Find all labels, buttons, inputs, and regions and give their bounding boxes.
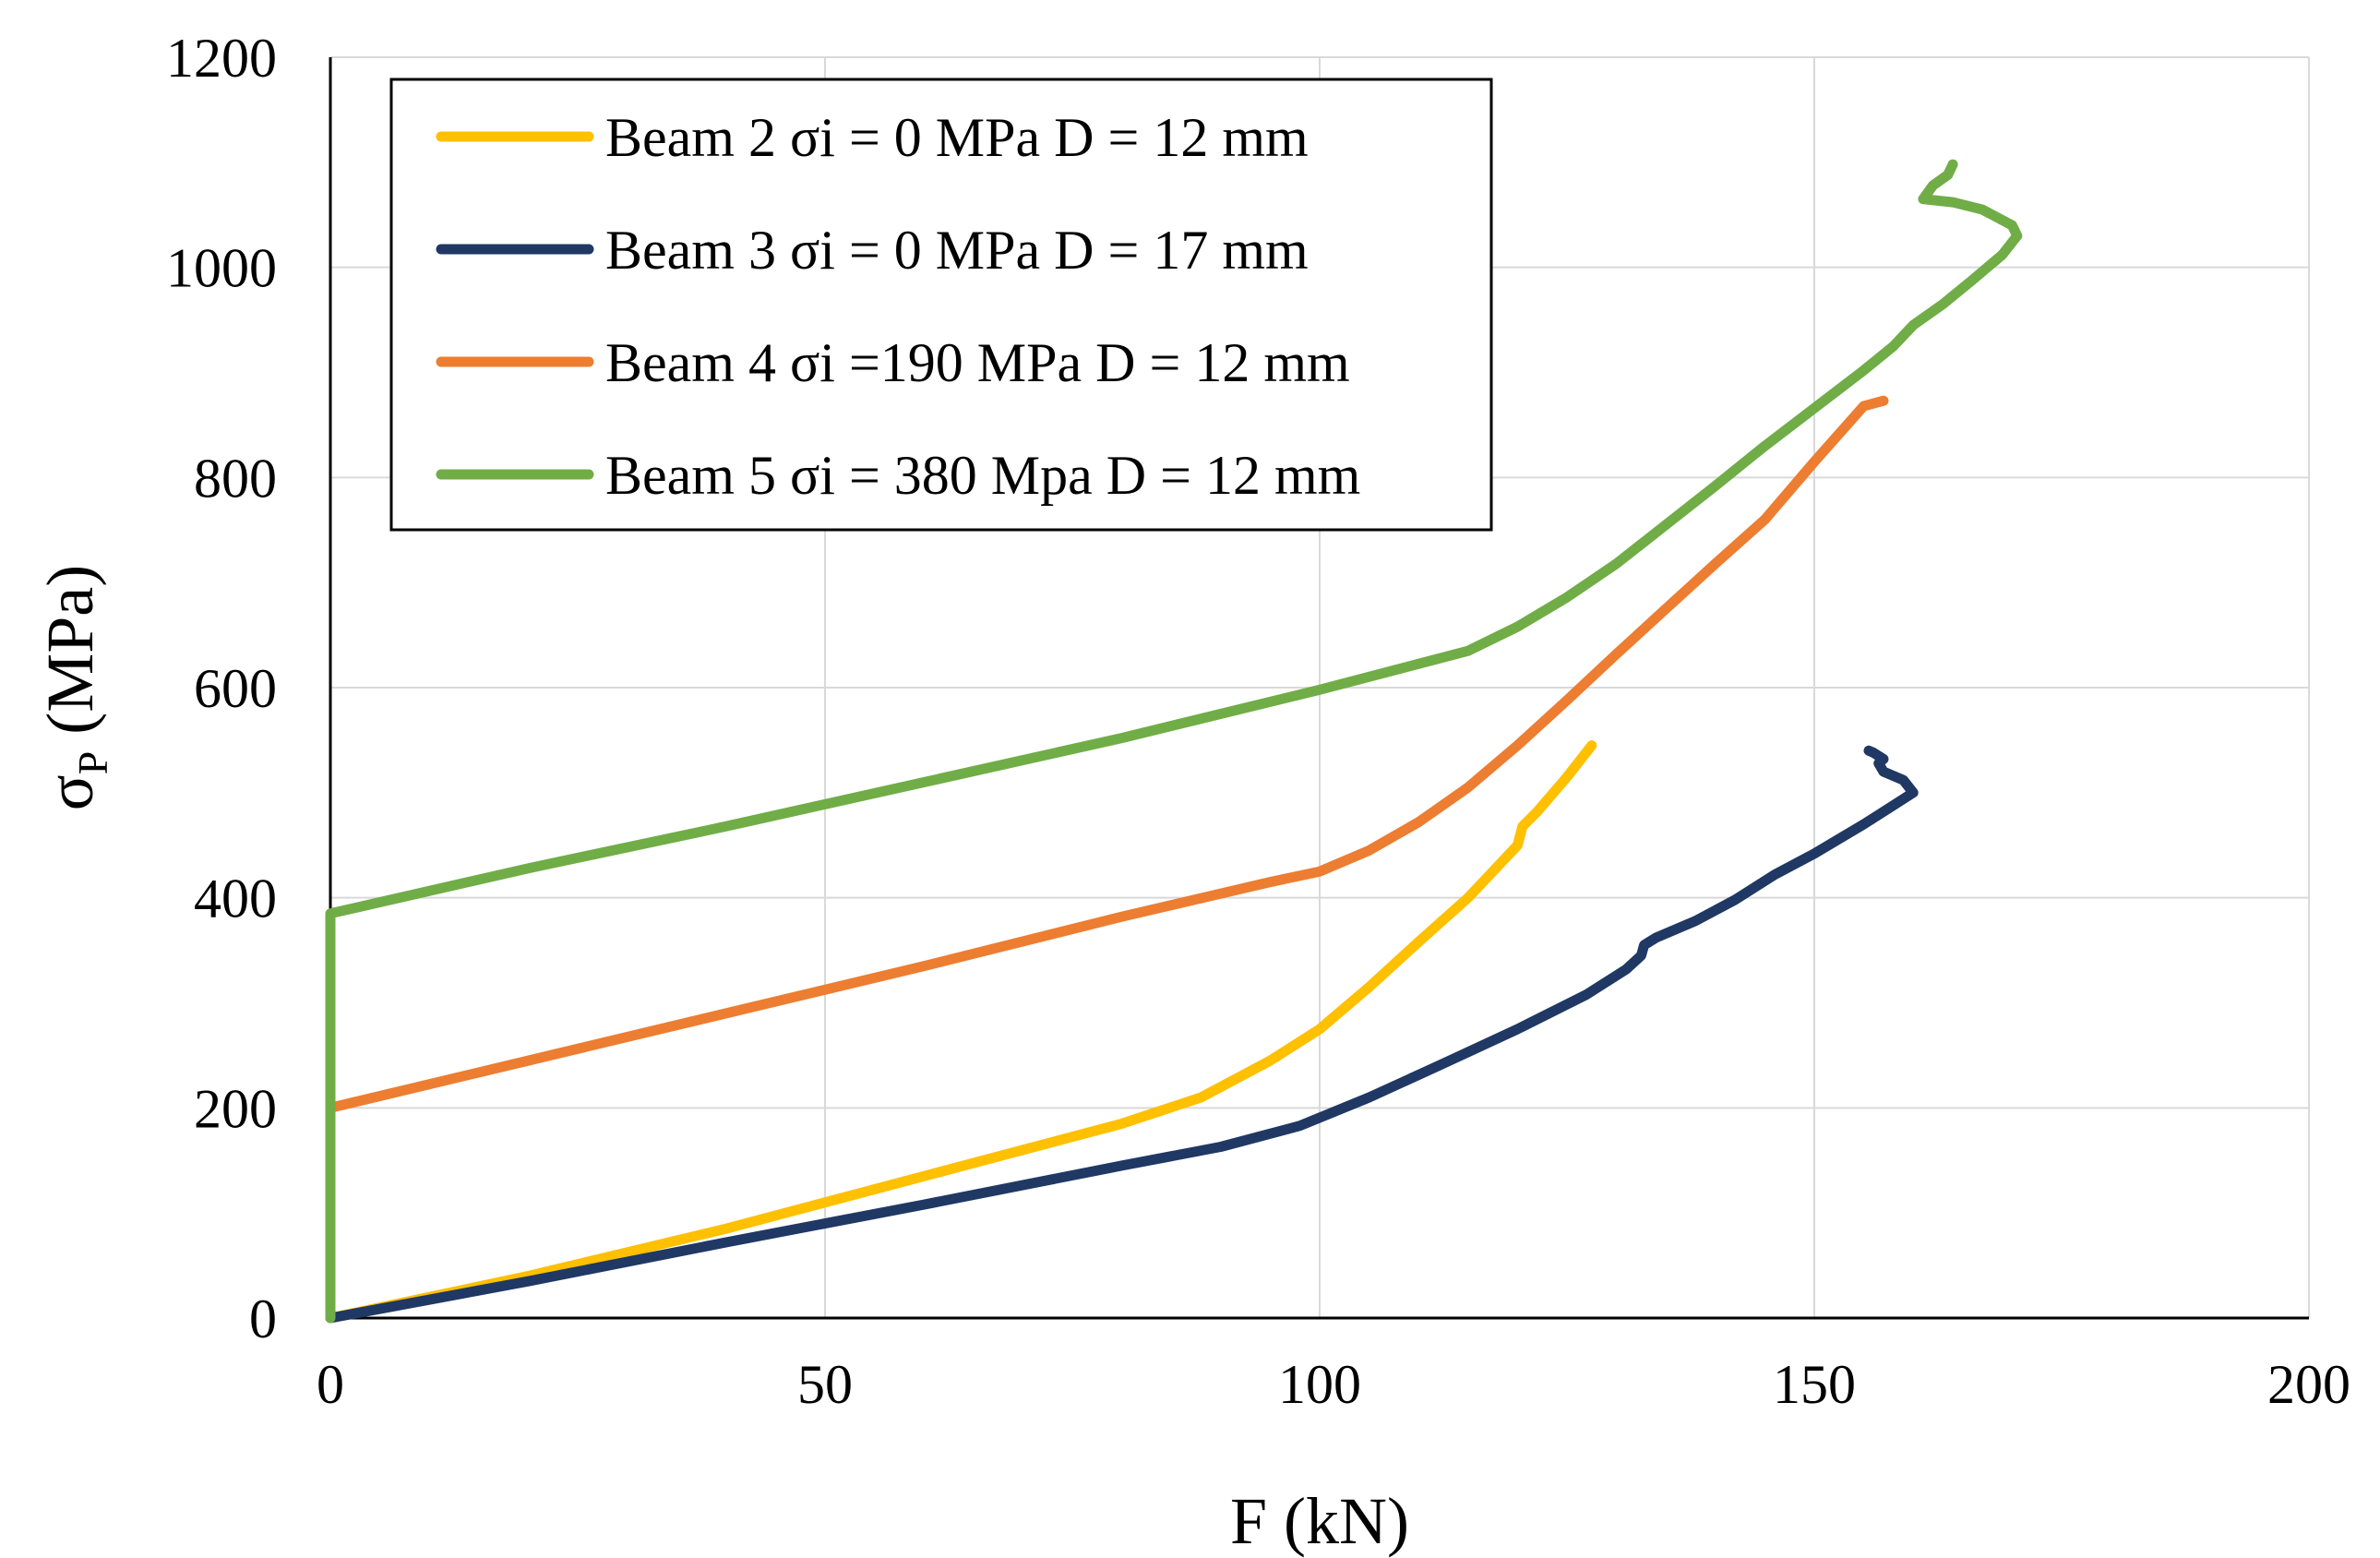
y-tick-label: 200 <box>194 1078 277 1139</box>
legend-entry: Beam 2 σi = 0 MPa D = 12 mm <box>605 107 1309 168</box>
series-line-4 <box>325 395 1889 1113</box>
x-axis-title: F (kN) <box>1230 1484 1409 1558</box>
legend-entry: Beam 4 σi =190 MPa D = 12 mm <box>605 332 1350 393</box>
y-tick-label: 600 <box>194 658 277 719</box>
y-axis-title-subscript: P <box>69 751 116 775</box>
series-line-5 <box>325 159 2023 1324</box>
y-axis-title: σP (MPa) <box>33 565 116 810</box>
y-tick-label: 400 <box>194 869 277 929</box>
x-tick-label: 100 <box>1278 1354 1361 1415</box>
legend: Beam 2 σi = 0 MPa D = 12 mm Beam 3 σi = 0… <box>389 78 1493 532</box>
x-tick-label: 150 <box>1773 1354 1856 1415</box>
tick-labels: 0 200 400 600 800 1000 1200 0 50 100 150 200 <box>166 28 2350 1415</box>
series-line-2 <box>325 740 1597 1324</box>
legend-entry: Beam 3 σi = 0 MPa D = 17 mm <box>605 220 1309 281</box>
legend-box <box>389 78 1493 532</box>
y-axis-title-unit: (MPa) <box>33 565 107 751</box>
y-axis-title-symbol: σ <box>33 774 107 810</box>
y-tick-label: 1000 <box>166 238 277 299</box>
y-tick-label: 0 <box>249 1288 277 1349</box>
series-line-3 <box>325 745 1919 1324</box>
series-lines <box>325 159 2023 1324</box>
x-tick-label: 50 <box>797 1354 853 1415</box>
y-tick-label: 800 <box>194 448 277 509</box>
x-tick-label: 0 <box>317 1354 344 1415</box>
y-tick-label: 1200 <box>166 28 277 89</box>
legend-entry: Beam 5 σi = 380 Mpa D = 12 mm <box>605 445 1360 506</box>
x-tick-label: 200 <box>2267 1354 2350 1415</box>
